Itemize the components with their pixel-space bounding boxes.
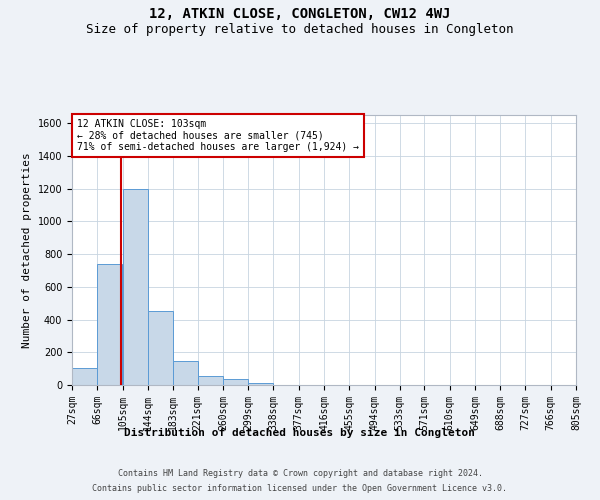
Bar xyxy=(198,376,223,385)
Bar xyxy=(173,362,198,385)
Bar xyxy=(97,264,122,385)
Bar xyxy=(72,368,97,385)
Y-axis label: Number of detached properties: Number of detached properties xyxy=(22,152,32,348)
Text: 12 ATKIN CLOSE: 103sqm
← 28% of detached houses are smaller (745)
71% of semi-de: 12 ATKIN CLOSE: 103sqm ← 28% of detached… xyxy=(77,119,359,152)
Text: Distribution of detached houses by size in Congleton: Distribution of detached houses by size … xyxy=(125,428,476,438)
Bar xyxy=(122,188,148,385)
Text: Size of property relative to detached houses in Congleton: Size of property relative to detached ho… xyxy=(86,22,514,36)
Bar xyxy=(223,380,248,385)
Bar xyxy=(248,382,274,385)
Text: 12, ATKIN CLOSE, CONGLETON, CW12 4WJ: 12, ATKIN CLOSE, CONGLETON, CW12 4WJ xyxy=(149,8,451,22)
Text: Contains HM Land Registry data © Crown copyright and database right 2024.: Contains HM Land Registry data © Crown c… xyxy=(118,469,482,478)
Text: Contains public sector information licensed under the Open Government Licence v3: Contains public sector information licen… xyxy=(92,484,508,493)
Bar xyxy=(148,312,173,385)
